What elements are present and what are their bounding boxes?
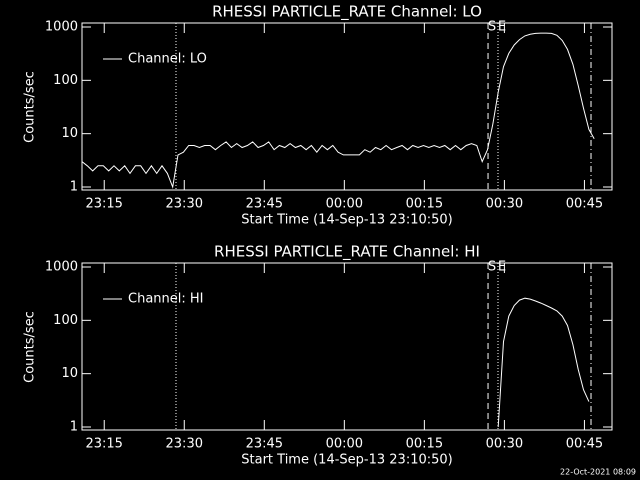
marker-label: S <box>488 260 496 275</box>
x-tick-label: 00:30 <box>486 197 523 212</box>
x-tick-label: 23:30 <box>166 197 203 212</box>
x-tick-label: 00:15 <box>406 437 443 452</box>
x-tick-label: 00:45 <box>566 437 603 452</box>
marker-label: E <box>498 20 506 35</box>
y-tick-label: 1 <box>70 180 78 195</box>
x-axis-label: Start Time (14-Sep-13 23:10:50) <box>241 453 452 468</box>
chart-title: RHESSI PARTICLE_RATE Channel: HI <box>214 243 480 262</box>
y-tick-label: 1000 <box>45 20 78 35</box>
x-axis-label: Start Time (14-Sep-13 23:10:50) <box>241 213 452 228</box>
chart-title: RHESSI PARTICLE_RATE Channel: LO <box>212 3 482 22</box>
x-tick-label: 23:15 <box>85 437 122 452</box>
y-tick-label: 10 <box>61 126 78 141</box>
x-tick-label: 23:45 <box>246 437 283 452</box>
x-tick-label: 00:45 <box>566 197 603 212</box>
x-tick-label: 23:15 <box>85 197 122 212</box>
marker-label: S <box>488 20 496 35</box>
plot-frame <box>81 262 613 431</box>
x-tick-label: 00:00 <box>326 197 363 212</box>
x-tick-label: 23:30 <box>166 437 203 452</box>
legend-label: Channel: LO <box>128 52 207 67</box>
marker-label: E <box>498 260 506 275</box>
y-tick-label: 10 <box>61 366 78 381</box>
x-tick-label: 23:45 <box>246 197 283 212</box>
y-tick-label: 1 <box>70 420 78 435</box>
y-tick-label: 1000 <box>45 260 78 275</box>
series-line <box>81 32 595 189</box>
x-tick-label: 00:00 <box>326 437 363 452</box>
y-axis-label: Counts/sec <box>23 71 38 143</box>
series-line <box>497 297 590 428</box>
x-tick-label: 00:30 <box>486 437 523 452</box>
plot-frame <box>81 22 613 191</box>
y-tick-label: 100 <box>53 73 78 88</box>
y-axis-label: Counts/sec <box>23 311 38 383</box>
footer: 22-Oct-2021 08:09 <box>560 468 636 477</box>
x-tick-label: 00:15 <box>406 197 443 212</box>
y-tick-label: 100 <box>53 313 78 328</box>
legend-label: Channel: HI <box>128 292 204 307</box>
